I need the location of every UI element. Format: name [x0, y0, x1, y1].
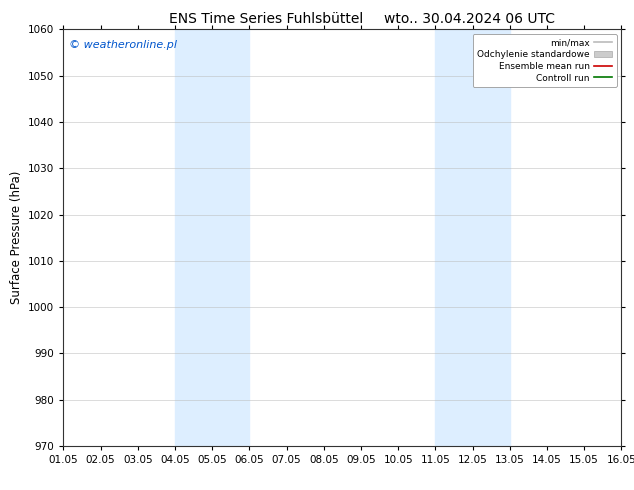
Legend: min/max, Odchylenie standardowe, Ensemble mean run, Controll run: min/max, Odchylenie standardowe, Ensembl…	[472, 34, 617, 87]
Bar	[436, 29, 510, 446]
Text: wto.. 30.04.2024 06 UTC: wto.. 30.04.2024 06 UTC	[384, 12, 555, 26]
Text: ENS Time Series Fuhlsbüttel: ENS Time Series Fuhlsbüttel	[169, 12, 363, 26]
Text: © weatheronline.pl: © weatheronline.pl	[69, 40, 177, 50]
Bar	[175, 29, 249, 446]
Y-axis label: Surface Pressure (hPa): Surface Pressure (hPa)	[10, 171, 23, 304]
